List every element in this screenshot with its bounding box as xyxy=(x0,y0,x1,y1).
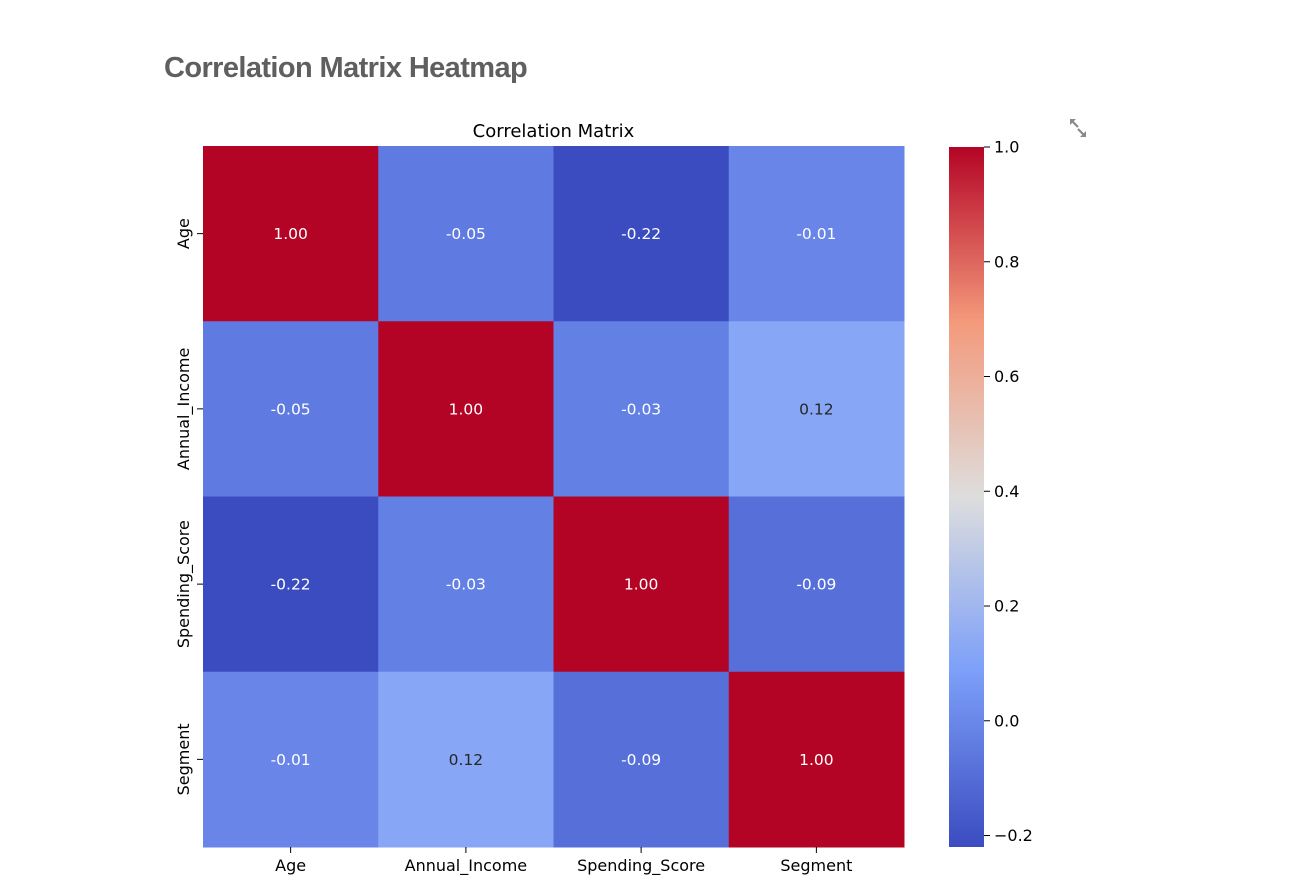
heatmap-cell xyxy=(203,321,379,497)
heatmap-cell xyxy=(728,496,905,673)
heatmap-cell xyxy=(203,671,379,848)
cell-annotation: 1.00 xyxy=(273,225,308,243)
cell-annotation: -0.22 xyxy=(271,576,311,594)
chart-title: Correlation Matrix xyxy=(473,121,635,142)
expand-arrows-icon xyxy=(1070,119,1086,137)
heatmap-cell xyxy=(378,321,554,497)
heatmap-cell xyxy=(728,321,905,497)
heatmap-cell xyxy=(378,671,554,848)
colorbar-tick-label: 0.8 xyxy=(994,252,1019,271)
cell-annotation: -0.09 xyxy=(796,576,836,594)
cell-annotation: -0.05 xyxy=(271,400,311,418)
heatmap-cell xyxy=(553,146,730,322)
cell-annotation: -0.03 xyxy=(621,400,661,418)
heatmap-cell xyxy=(378,496,554,673)
heatmap-cell xyxy=(553,321,730,497)
heatmap-cell xyxy=(378,146,554,322)
heatmap-cell xyxy=(728,146,905,322)
y-tick-label: Spending_Score xyxy=(174,520,194,648)
cell-annotation: -0.09 xyxy=(621,751,661,769)
x-tick-label: Segment xyxy=(780,856,852,875)
colorbar xyxy=(949,147,984,847)
colorbar-tick-label: 0.4 xyxy=(994,482,1019,501)
heatmap-cell xyxy=(553,671,730,848)
heatmap-cell xyxy=(728,671,905,848)
cell-annotation: -0.03 xyxy=(446,576,486,594)
cell-annotation: 0.12 xyxy=(799,400,834,418)
x-tick-label: Annual_Income xyxy=(405,856,528,876)
colorbar-tick-label: 1.0 xyxy=(994,138,1019,157)
y-tick-label: Segment xyxy=(174,723,193,795)
heatmap-cell xyxy=(553,496,730,673)
x-tick-label: Age xyxy=(275,856,306,875)
cell-annotation: -0.01 xyxy=(271,751,311,769)
y-tick-label: Annual_Income xyxy=(174,348,194,471)
cell-annotation: -0.01 xyxy=(796,225,836,243)
heatmap-cell xyxy=(203,146,379,322)
colorbar-tick-label: 0.6 xyxy=(994,367,1019,386)
page-title: Correlation Matrix Heatmap xyxy=(164,52,528,84)
colorbar-tick-label: 0.0 xyxy=(994,711,1019,730)
cell-annotation: -0.05 xyxy=(446,225,486,243)
cell-annotation: 1.00 xyxy=(799,751,834,769)
heatmap-cell xyxy=(203,496,379,673)
cell-annotation: 1.00 xyxy=(624,576,659,594)
fullscreen-button[interactable] xyxy=(1066,116,1090,140)
y-tick-label: Age xyxy=(174,218,193,249)
cell-annotation: 0.12 xyxy=(449,751,484,769)
x-tick-label: Spending_Score xyxy=(577,856,705,876)
colorbar-tick-label: 0.2 xyxy=(994,597,1019,616)
cell-annotation: 1.00 xyxy=(449,400,484,418)
cell-annotation: -0.22 xyxy=(621,225,661,243)
colorbar-tick-label: −0.2 xyxy=(994,826,1033,845)
